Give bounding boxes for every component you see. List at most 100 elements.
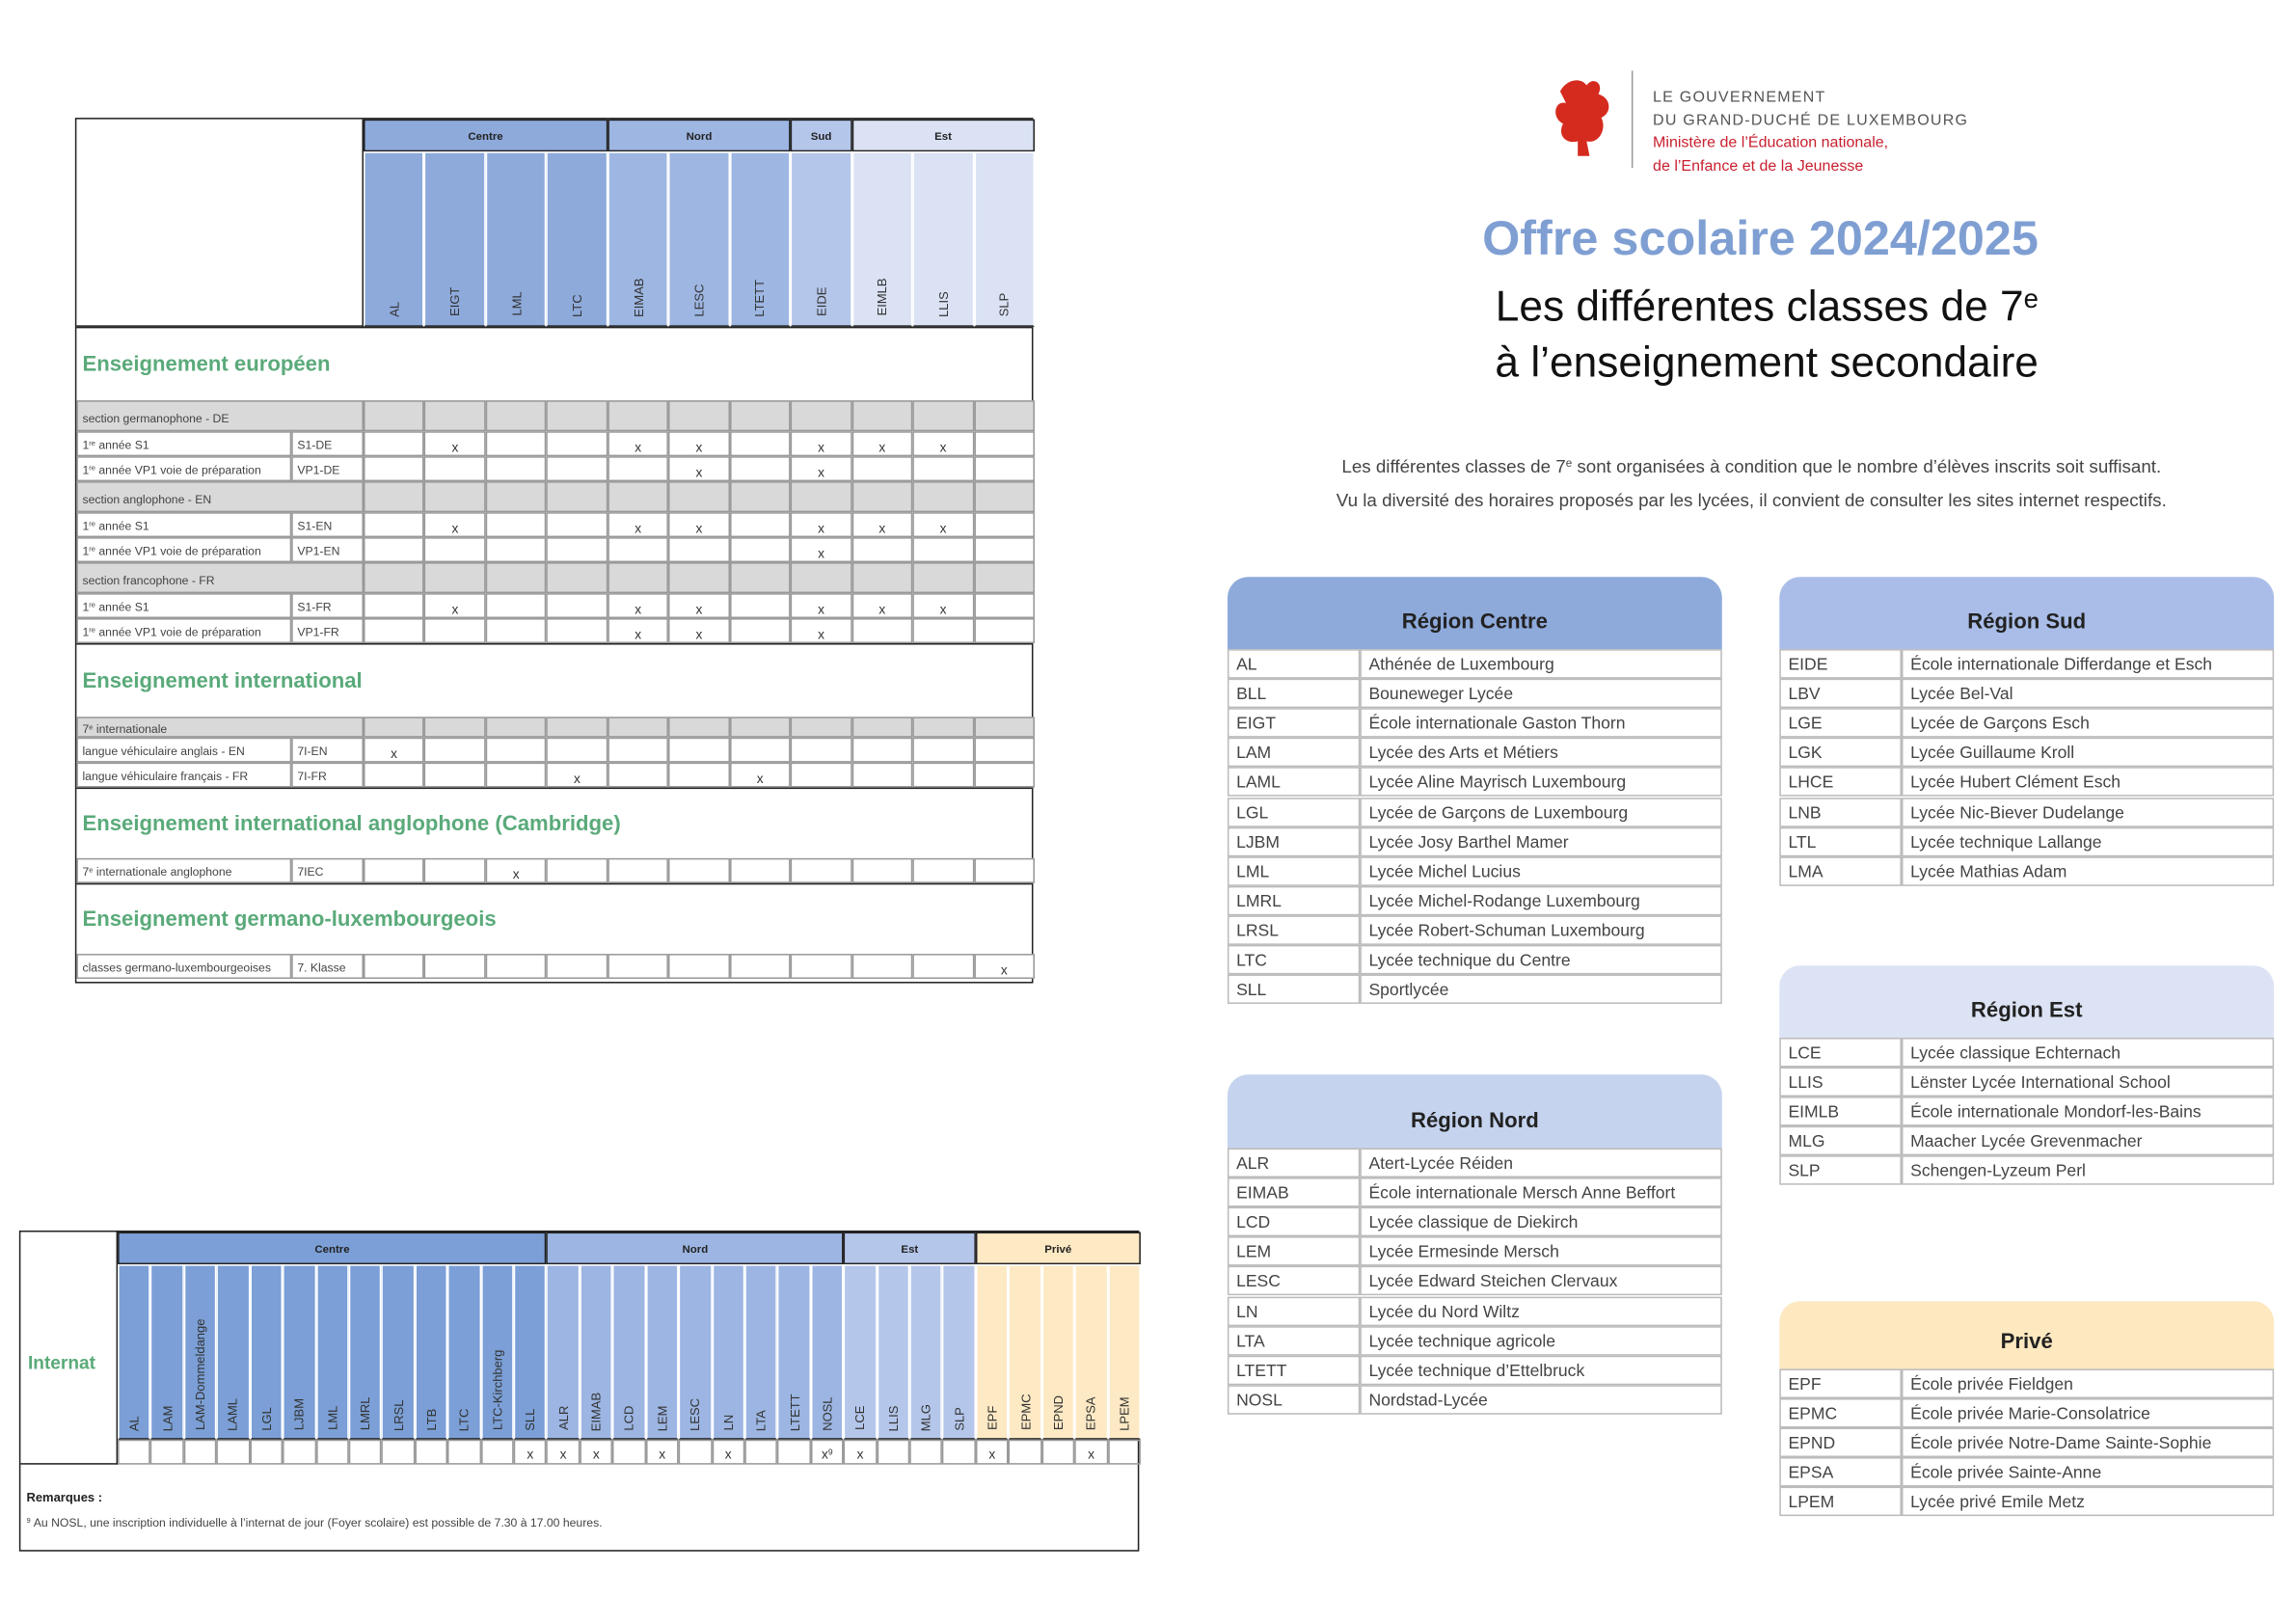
- mark-cell: x: [546, 762, 608, 788]
- text-part: année S1: [95, 519, 149, 533]
- school-code: LPEM: [1779, 1487, 1902, 1517]
- superscript: re: [89, 547, 95, 555]
- mark-cell: [851, 954, 913, 979]
- school-code: LCE: [1779, 1038, 1902, 1068]
- mark-cell: [973, 400, 1035, 432]
- mark-cell: x: [580, 1439, 613, 1465]
- lion: [1555, 80, 1609, 156]
- mark-cell: [678, 1439, 713, 1465]
- school-column-header: LTC: [447, 1264, 481, 1440]
- mark-cell: [424, 537, 486, 563]
- school-column-header: LCE: [843, 1264, 878, 1440]
- row-label: 1re année S1: [76, 431, 292, 457]
- school-code: NOSL: [1227, 1384, 1361, 1415]
- group-label: section anglophone - EN: [76, 481, 364, 513]
- mark-cell: [851, 562, 913, 594]
- school-code: LAML: [226, 1397, 241, 1431]
- row-label: langue véhiculaire anglais - EN: [76, 737, 292, 763]
- school-column-header: MLG: [909, 1264, 943, 1440]
- section-title: Enseignement européen: [76, 326, 1032, 400]
- school-code: EIGT: [447, 286, 463, 317]
- school-code: LMRL: [1227, 885, 1361, 916]
- mark-cell: [912, 456, 974, 482]
- mark-cell: [973, 456, 1035, 482]
- mark-cell: [546, 562, 608, 594]
- school-column-header: LTC: [546, 151, 608, 327]
- region-header: Centre: [118, 1232, 547, 1265]
- mark-cell: x: [424, 512, 486, 538]
- mark-cell: [851, 857, 913, 883]
- row-code: 7I-FR: [291, 762, 364, 788]
- school-column-header: ALR: [546, 1264, 581, 1440]
- school-code: ALR: [555, 1406, 571, 1431]
- school-code: ALR: [1227, 1148, 1361, 1178]
- mark-cell: [973, 562, 1035, 594]
- school-column-header: LTETT: [777, 1264, 811, 1440]
- row-label: 1re année VP1 voie de préparation: [76, 456, 292, 482]
- mark-cell: x: [424, 431, 486, 457]
- school-code: SLL: [523, 1408, 538, 1431]
- mark-cell: [424, 857, 486, 883]
- school-code: LAM: [1227, 738, 1361, 768]
- mark-cell: x: [668, 431, 730, 457]
- mark-cell: [608, 954, 669, 979]
- text-part: internationale anglophone: [93, 865, 232, 880]
- region-table: Région Sud EIDE École internationale Diffe…: [1779, 577, 2275, 886]
- school-name: Lycée classique de Diekirch: [1360, 1206, 1722, 1237]
- mark-cell: [668, 562, 730, 594]
- school-code: EPSA: [1083, 1396, 1099, 1431]
- school-column-header: NOSL: [810, 1264, 844, 1440]
- mark-cell: x: [608, 512, 669, 538]
- footnote: 9 Au NOSL, une inscription individuelle à…: [26, 1516, 602, 1529]
- region-table: Région Centre AL Athénée de Luxembourg BLL B…: [1227, 577, 1722, 1005]
- text-part: langue véhiculaire français - FR: [82, 770, 249, 783]
- mark-cell: [912, 400, 974, 432]
- mark-cell: [729, 717, 791, 738]
- school-column-header: LRSL: [381, 1264, 416, 1440]
- mark-cell: [608, 400, 669, 432]
- mark-cell: [424, 400, 486, 432]
- school-column-header: LML: [315, 1264, 349, 1440]
- school-code: LBV: [1779, 678, 1902, 709]
- mark-cell: [729, 456, 791, 482]
- school-column-header: EIMLB: [851, 151, 913, 327]
- mark-cell: [777, 1439, 811, 1465]
- mark-cell: [912, 737, 974, 763]
- text-part: année S1: [95, 438, 149, 452]
- school-name: Lycée technique agricole: [1360, 1325, 1722, 1356]
- mark-cell: [729, 481, 791, 513]
- mark-cell: [485, 954, 547, 979]
- mark-cell: [912, 857, 974, 883]
- region-table: Privé EPF École privée Fieldgen EPMC École p…: [1779, 1301, 2275, 1517]
- school-name: Lycée technique du Centre: [1360, 944, 1722, 975]
- mark-cell: [608, 762, 669, 788]
- school-code: SLL: [1227, 974, 1361, 1005]
- school-column-header: LJBM: [283, 1264, 316, 1440]
- internat-table: Internat Centre AL LAM LAM-Dommeldange LAML LG…: [18, 1230, 1141, 1552]
- text-part: x: [821, 1447, 828, 1462]
- school-name: Lycée privé Emile Metz: [1901, 1487, 2275, 1517]
- mark-cell: x: [608, 593, 669, 619]
- mark-cell: x: [912, 512, 974, 538]
- school-code: LAM: [159, 1404, 176, 1431]
- superscript: re: [89, 628, 95, 636]
- text-part: 1: [82, 463, 90, 477]
- mark-cell: [415, 1439, 448, 1465]
- mark-cell: [608, 857, 669, 883]
- region-header: Est: [843, 1232, 976, 1265]
- gov-line: de l’Enfance et de la Jeunesse: [1653, 156, 1864, 175]
- school-column-header: LML: [485, 151, 547, 327]
- mark-cell: [729, 537, 791, 563]
- mark-cell: x: [513, 1439, 547, 1465]
- school-name: École privée Fieldgen: [1901, 1368, 2275, 1399]
- school-column-header: LESC: [678, 1264, 713, 1440]
- region-title: Région Est: [1779, 965, 2275, 1039]
- school-code: LNB: [1779, 797, 1902, 827]
- school-code: LTC: [1227, 944, 1361, 975]
- superscript: re: [89, 603, 95, 610]
- text-part: 1: [82, 544, 90, 558]
- text-part: année VP1 voie de préparation: [95, 544, 261, 558]
- region-title: Région Centre: [1227, 577, 1722, 650]
- school-name: Maacher Lycée Grevenmacher: [1901, 1126, 2275, 1156]
- school-name: Lycée Guillaume Kroll: [1901, 738, 2275, 768]
